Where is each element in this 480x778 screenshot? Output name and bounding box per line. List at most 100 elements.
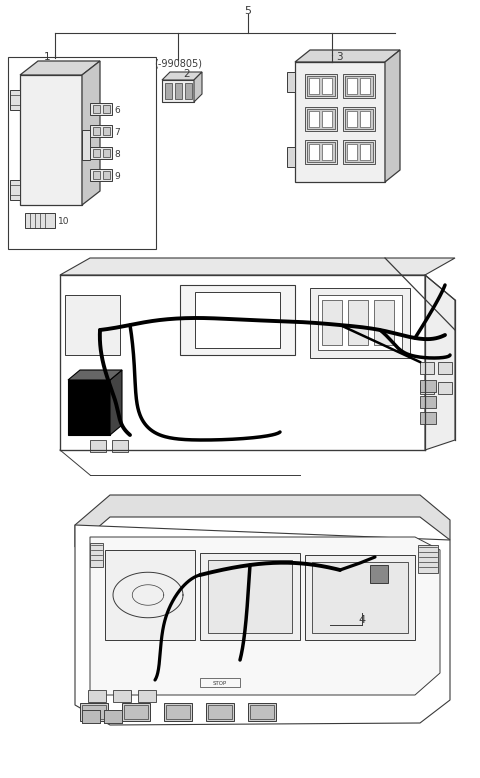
Polygon shape [307, 142, 335, 162]
Polygon shape [305, 555, 415, 640]
Text: 7: 7 [114, 128, 120, 137]
Polygon shape [124, 705, 148, 719]
Polygon shape [318, 295, 402, 350]
Polygon shape [90, 125, 112, 137]
Polygon shape [164, 703, 192, 721]
Polygon shape [122, 703, 150, 721]
Polygon shape [309, 78, 319, 94]
Polygon shape [88, 690, 106, 702]
Polygon shape [420, 362, 434, 374]
Polygon shape [82, 710, 100, 723]
Polygon shape [348, 300, 368, 345]
Polygon shape [195, 292, 280, 348]
Polygon shape [312, 562, 408, 633]
Polygon shape [420, 396, 436, 408]
Polygon shape [345, 76, 373, 96]
Polygon shape [68, 370, 122, 380]
Polygon shape [90, 440, 106, 452]
Polygon shape [110, 370, 122, 435]
Polygon shape [420, 412, 436, 424]
Text: 2: 2 [183, 69, 190, 79]
Polygon shape [305, 74, 337, 98]
Polygon shape [162, 80, 194, 102]
Polygon shape [104, 710, 122, 723]
Polygon shape [322, 144, 332, 160]
Polygon shape [185, 83, 192, 99]
Polygon shape [103, 127, 110, 135]
Polygon shape [370, 565, 388, 583]
Text: 5: 5 [244, 6, 252, 16]
Polygon shape [343, 107, 375, 131]
Polygon shape [287, 147, 295, 167]
Polygon shape [75, 495, 450, 547]
Polygon shape [295, 62, 385, 182]
Polygon shape [343, 140, 375, 164]
Polygon shape [175, 83, 182, 99]
Polygon shape [206, 703, 234, 721]
Polygon shape [250, 705, 274, 719]
Text: 3: 3 [336, 52, 343, 62]
Polygon shape [309, 111, 319, 127]
Polygon shape [208, 705, 232, 719]
Polygon shape [248, 703, 276, 721]
Polygon shape [82, 61, 100, 205]
Polygon shape [360, 78, 370, 94]
Polygon shape [82, 710, 100, 723]
Polygon shape [347, 111, 357, 127]
Polygon shape [307, 76, 335, 96]
Polygon shape [138, 690, 156, 702]
Polygon shape [93, 105, 100, 113]
Text: 9: 9 [114, 172, 120, 181]
Polygon shape [90, 169, 112, 181]
Polygon shape [103, 149, 110, 157]
Polygon shape [360, 144, 370, 160]
Polygon shape [374, 300, 394, 345]
Polygon shape [113, 690, 131, 702]
Polygon shape [343, 74, 375, 98]
Polygon shape [322, 300, 342, 345]
Polygon shape [104, 710, 122, 723]
Polygon shape [425, 275, 455, 450]
Polygon shape [310, 288, 410, 358]
Polygon shape [165, 83, 172, 99]
Text: 1: 1 [43, 52, 50, 62]
Polygon shape [438, 362, 452, 374]
Polygon shape [75, 525, 450, 725]
Polygon shape [438, 382, 452, 394]
Polygon shape [80, 703, 108, 721]
Text: 10: 10 [58, 217, 70, 226]
Polygon shape [194, 72, 202, 102]
Polygon shape [347, 144, 357, 160]
Polygon shape [82, 130, 90, 160]
Text: (-990805): (-990805) [154, 58, 202, 68]
Polygon shape [68, 380, 110, 435]
Polygon shape [60, 258, 455, 275]
Polygon shape [90, 103, 112, 115]
Polygon shape [103, 105, 110, 113]
Text: 6: 6 [114, 106, 120, 115]
Polygon shape [420, 380, 436, 392]
Polygon shape [82, 705, 106, 719]
Polygon shape [90, 537, 440, 695]
Text: 4: 4 [358, 615, 365, 625]
Polygon shape [305, 140, 337, 164]
Polygon shape [90, 147, 112, 159]
Polygon shape [65, 295, 120, 355]
Polygon shape [10, 90, 20, 110]
Polygon shape [93, 171, 100, 179]
Polygon shape [20, 61, 100, 75]
Polygon shape [20, 75, 82, 205]
Polygon shape [295, 50, 400, 62]
Polygon shape [105, 550, 195, 640]
Polygon shape [385, 50, 400, 182]
Polygon shape [25, 213, 55, 228]
Polygon shape [200, 553, 300, 640]
Polygon shape [103, 171, 110, 179]
Polygon shape [307, 109, 335, 129]
Polygon shape [305, 107, 337, 131]
Polygon shape [60, 275, 425, 450]
Polygon shape [180, 285, 295, 355]
Polygon shape [420, 382, 434, 394]
Polygon shape [322, 111, 332, 127]
Text: STOP: STOP [213, 681, 227, 686]
